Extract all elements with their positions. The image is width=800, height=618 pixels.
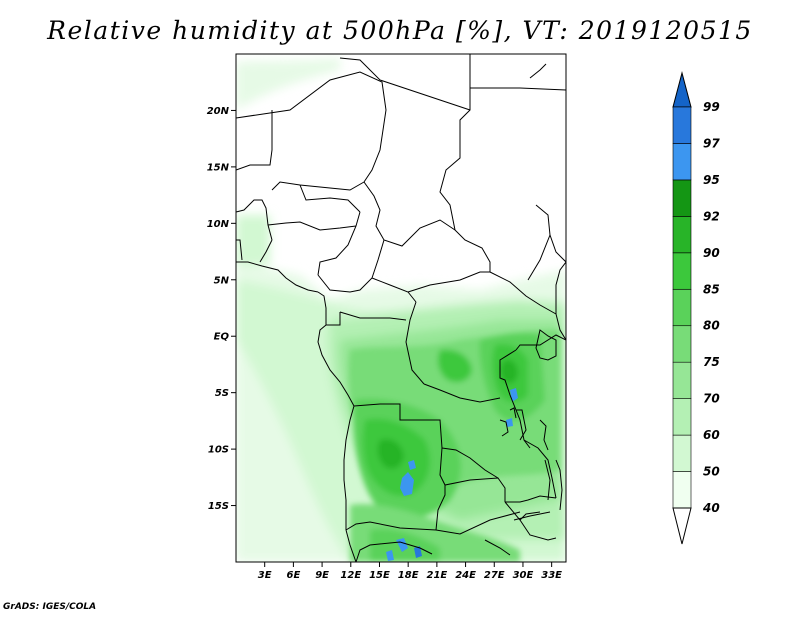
map-frame xyxy=(235,53,567,563)
colorbar: 40 50 60 70 75 80 85 90 92 95 97 99 xyxy=(672,71,720,545)
colorbar-swatch xyxy=(672,288,692,327)
lat-tick-label: 15S xyxy=(208,501,229,512)
humidity-shading xyxy=(236,58,566,562)
colorbar-swatch xyxy=(672,106,692,144)
colorbar-swatch xyxy=(672,325,692,363)
colorbar-swatch xyxy=(672,471,692,509)
lon-tick-label: 24E xyxy=(455,570,476,581)
lon-tick-label: 33E xyxy=(541,570,562,581)
lon-tick-label: 30E xyxy=(513,570,534,581)
colorbar-level-label: 90 xyxy=(703,246,720,260)
lon-tick-label: 27E xyxy=(484,570,505,581)
lon-tick-label: 15E xyxy=(369,570,390,581)
colorbar-level-label: 85 xyxy=(703,282,720,296)
longitude-axis: 3E 6E 9E 12E 15E 18E 21E 24E 27E 30E 33E xyxy=(258,562,562,581)
lon-tick-label: 12E xyxy=(340,570,361,581)
lat-tick-label: 10S xyxy=(208,445,229,456)
colorbar-swatch xyxy=(672,252,692,290)
lon-tick-label: 3E xyxy=(258,570,272,581)
colorbar-level-label: 70 xyxy=(703,392,720,406)
colorbar-swatch xyxy=(672,434,692,472)
latitude-axis: 20N 15N 10N 5N EQ 5S 10S 15S xyxy=(207,106,236,512)
colorbar-swatch xyxy=(672,179,692,217)
lon-tick-label: 6E xyxy=(286,570,300,581)
lon-tick-label: 18E xyxy=(398,570,419,581)
colorbar-swatch xyxy=(672,143,692,181)
country-borders xyxy=(236,54,566,562)
lat-tick-label: EQ xyxy=(214,332,230,343)
lat-tick-label: 5N xyxy=(214,275,230,286)
lon-tick-label: 9E xyxy=(315,570,329,581)
colorbar-level-label: 95 xyxy=(703,173,720,187)
colorbar-level-label: 92 xyxy=(703,209,720,223)
colorbar-level-label: 60 xyxy=(703,428,720,442)
colorbar-swatch xyxy=(672,361,692,399)
colorbar-level-label: 80 xyxy=(703,319,720,333)
colorbar-level-label: 99 xyxy=(703,100,720,114)
lat-tick-label: 10N xyxy=(207,219,230,230)
lat-tick-label: 5S xyxy=(215,388,229,399)
lat-tick-label: 15N xyxy=(207,162,230,173)
colorbar-swatch xyxy=(672,398,692,436)
colorbar-level-label: 40 xyxy=(702,501,720,515)
colorbar-level-label: 75 xyxy=(703,355,720,369)
colorbar-top-arrow xyxy=(672,71,692,108)
colorbar-swatch xyxy=(672,216,692,254)
colorbar-level-label: 50 xyxy=(703,465,720,479)
map-title: Relative humidity at 500hPa [%], VT: 201… xyxy=(47,16,753,45)
grads-credit: GrADS: IGES/COLA xyxy=(3,602,97,612)
lat-tick-label: 20N xyxy=(207,106,230,117)
lon-tick-label: 21E xyxy=(426,570,447,581)
colorbar-level-label: 97 xyxy=(703,136,720,150)
colorbar-bottom-arrow xyxy=(672,507,692,545)
